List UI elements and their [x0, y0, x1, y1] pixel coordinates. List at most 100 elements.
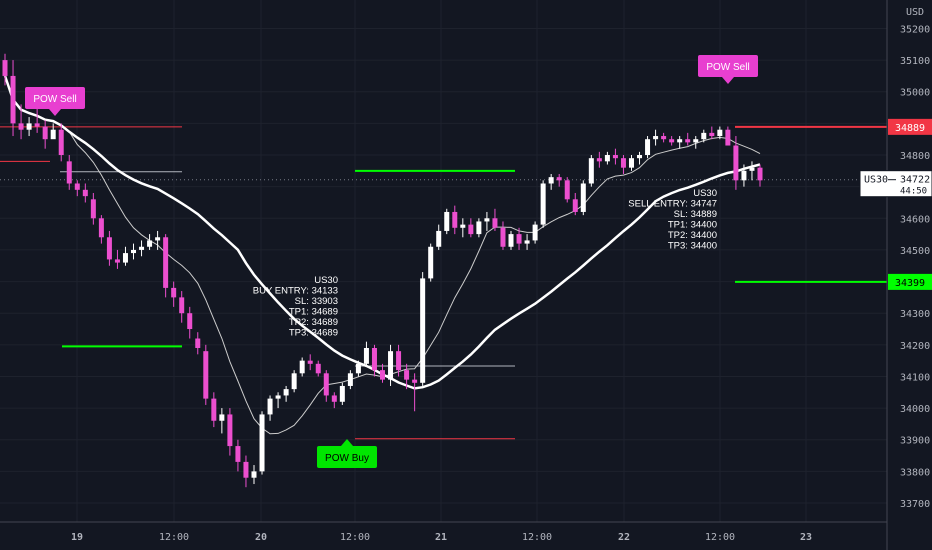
candle-body	[677, 139, 683, 143]
candle-body	[187, 313, 193, 330]
x-tick-label: 19	[71, 532, 83, 543]
candle	[596, 151, 602, 168]
candle	[371, 344, 377, 377]
candle	[2, 53, 8, 86]
x-tick-label: 20	[255, 532, 267, 543]
candle	[283, 385, 289, 402]
y-tick-label: 34300	[900, 309, 930, 320]
candle	[355, 360, 361, 377]
candle-body	[50, 129, 56, 140]
candle	[620, 155, 626, 174]
candle	[26, 117, 32, 137]
candle	[388, 344, 394, 386]
candle-body	[283, 389, 289, 396]
last-price-symbol: US30	[864, 175, 888, 186]
candle-body	[74, 183, 80, 190]
last-price-tag-bg	[859, 170, 932, 198]
signal-info-line: TP3: 34689	[289, 328, 338, 339]
candle	[275, 392, 281, 409]
candle	[307, 354, 313, 371]
candle	[98, 215, 104, 244]
candle	[219, 408, 225, 434]
candle	[155, 230, 161, 250]
candle	[693, 136, 699, 149]
pow-sell-marker-1-box	[25, 87, 85, 109]
y-tick-label: 33700	[900, 499, 930, 510]
price-tag-sl: 34889	[888, 118, 932, 135]
candle-body	[620, 158, 626, 168]
candle-body	[147, 240, 153, 247]
candle-body	[90, 199, 96, 219]
candle	[195, 332, 201, 355]
currency-label: USD	[906, 7, 924, 18]
candle	[741, 164, 747, 187]
candle	[580, 180, 586, 216]
candle	[363, 341, 369, 367]
candle-body	[524, 240, 530, 244]
candle-body	[323, 373, 329, 396]
y-tick-label: 34600	[900, 214, 930, 225]
candle	[50, 123, 56, 140]
candle-body	[299, 360, 305, 374]
price-tag-tp-text: 34399	[895, 278, 925, 289]
candle	[171, 281, 177, 307]
candle	[572, 192, 578, 216]
candle	[508, 230, 514, 250]
candle	[58, 123, 64, 162]
signal-levels	[0, 125, 887, 440]
candle	[187, 306, 193, 339]
candle	[380, 363, 385, 383]
candle	[251, 465, 257, 485]
candle	[259, 411, 265, 475]
candle-body	[307, 360, 313, 364]
candle	[331, 392, 337, 409]
candle-body	[315, 363, 321, 374]
candle-body	[58, 129, 64, 156]
candle	[235, 439, 241, 472]
signal-info-line: US30	[693, 188, 717, 199]
y-tick-label: 35200	[900, 24, 930, 35]
candle-body	[588, 158, 594, 184]
candle-body	[267, 398, 273, 415]
candle-body	[106, 237, 112, 260]
price-tag-sl-bg	[888, 118, 932, 135]
candle	[444, 208, 450, 235]
candle	[717, 126, 723, 140]
candle-body	[396, 351, 402, 371]
candle	[637, 151, 643, 165]
candle-body	[243, 461, 249, 478]
candle	[524, 234, 530, 250]
candle	[677, 136, 683, 149]
pow-sell-marker-1-pointer	[49, 109, 61, 116]
candle-body	[171, 287, 177, 298]
x-tick-label: 12:00	[522, 532, 552, 543]
last-price-value: 34722	[900, 175, 930, 186]
candle	[468, 218, 474, 238]
candle	[74, 180, 80, 197]
pow-sell-marker-1-label: POW Sell	[33, 94, 76, 105]
candle	[532, 221, 538, 244]
signal-info-line: SELL ENTRY: 34747	[628, 199, 717, 210]
candle-body	[291, 373, 297, 390]
candle	[90, 192, 96, 225]
candle-body	[66, 161, 72, 184]
candle-body	[18, 123, 24, 130]
candle-body	[460, 224, 466, 228]
y-tick-label: 34200	[900, 341, 930, 352]
candle	[10, 60, 16, 137]
candle-body	[388, 351, 394, 380]
candle-body	[572, 199, 578, 212]
candle	[492, 208, 498, 231]
signal-info-line: TP1: 34689	[289, 307, 338, 318]
candle-body	[179, 297, 185, 314]
candle	[612, 148, 618, 165]
candle-body	[98, 218, 104, 238]
candle-body	[653, 136, 659, 140]
candle	[685, 132, 691, 146]
price-tag-tp-bg	[888, 273, 932, 290]
